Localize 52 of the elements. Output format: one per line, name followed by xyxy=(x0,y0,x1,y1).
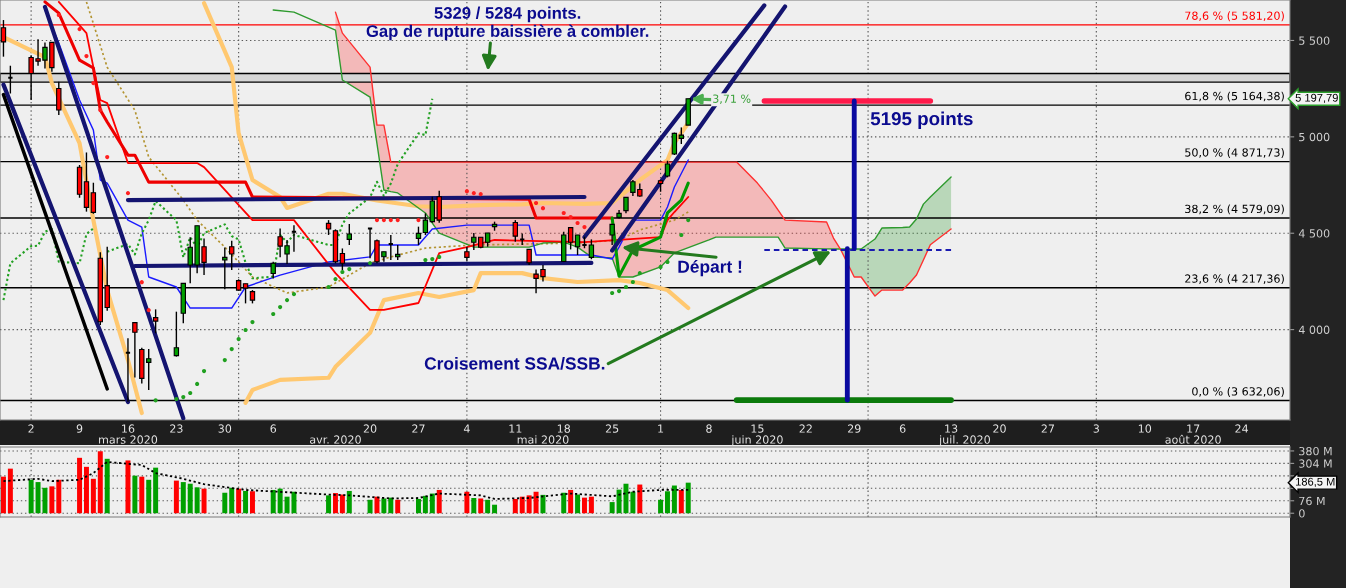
y-tick-label: 4 000 xyxy=(1298,325,1330,334)
x-tick-label: 20 xyxy=(993,424,1006,433)
x2-tick-label: mai 2020 xyxy=(517,435,569,444)
x-tick-label: 25 xyxy=(605,424,619,433)
text: 186,5 M xyxy=(1296,477,1335,487)
text: 5 197,79 xyxy=(1295,93,1338,103)
x-tick-label: 30 xyxy=(218,424,232,433)
x-tick-label: 27 xyxy=(1041,424,1055,433)
y-tick-label: 76 M xyxy=(1299,496,1325,506)
x-tick-label: 2 xyxy=(28,424,34,433)
x-tick-label: 10 xyxy=(1138,424,1152,433)
x-tick-label: 4 xyxy=(463,424,470,433)
x2-tick-label: avr. 2020 xyxy=(310,435,361,444)
x-tick-label: 20 xyxy=(363,424,377,433)
x-tick-label: 11 xyxy=(509,424,522,433)
x-tick-label: 27 xyxy=(412,424,425,433)
ref-line-label: 50,0 % (4 871,73) xyxy=(1185,148,1284,158)
ref-line-label: 38,2 % (4 579,09) xyxy=(1185,204,1284,215)
x-tick-label: 29 xyxy=(847,424,861,433)
y-tick-label: 380 M xyxy=(1299,446,1332,456)
x-tick-label: 22 xyxy=(799,424,812,433)
y-tick-label: 304 M xyxy=(1299,459,1332,468)
ref-line-label: 78,6 % (5 581,20) xyxy=(1185,11,1284,22)
x-tick-label: 13 xyxy=(945,424,958,433)
y-tick-label: 5 500 xyxy=(1299,36,1330,45)
x-tick-label: 24 xyxy=(1235,424,1249,433)
ref-line-label: 0,0 % (3 632,06) xyxy=(1192,387,1284,397)
y-tick-label: 4 500 xyxy=(1298,229,1330,238)
x-tick-label: 6 xyxy=(899,424,906,433)
annotation: Croisement SSA/SSB. xyxy=(424,356,605,370)
ref-line-label: 23,6 % (4 217,36) xyxy=(1185,274,1284,285)
x2-tick-label: juin 2020 xyxy=(731,435,783,446)
x-tick-label: 8 xyxy=(706,424,712,433)
ref-line-label: 61,8 % (5 164,38) xyxy=(1185,91,1284,102)
x-tick-label: 3 xyxy=(1093,424,1099,433)
x-tick-label: 17 xyxy=(1187,424,1200,433)
y-tick-label: 5 000 xyxy=(1299,132,1330,142)
x-tick-label: 16 xyxy=(122,424,135,433)
x2-tick-label: juil. 2020 xyxy=(938,435,990,446)
x-tick-label: 15 xyxy=(751,424,764,433)
y-tick-label: 0 xyxy=(1299,509,1305,518)
annotation: 3,71 % xyxy=(713,94,751,105)
x2-tick-label: mars 2020 xyxy=(99,435,158,444)
x-tick-label: 23 xyxy=(170,424,183,433)
annotation: Départ ! xyxy=(678,259,742,277)
x-tick-label: 9 xyxy=(76,424,83,433)
x-tick-label: 1 xyxy=(658,424,664,433)
annotation: 5195 points xyxy=(870,111,973,129)
x-tick-label: 18 xyxy=(557,424,571,433)
annotation: 5329 / 5284 points. Gap de rupture baissière à combler. xyxy=(366,6,649,41)
x-tick-label: 6 xyxy=(270,424,277,433)
x2-tick-label: août 2020 xyxy=(1165,434,1221,444)
